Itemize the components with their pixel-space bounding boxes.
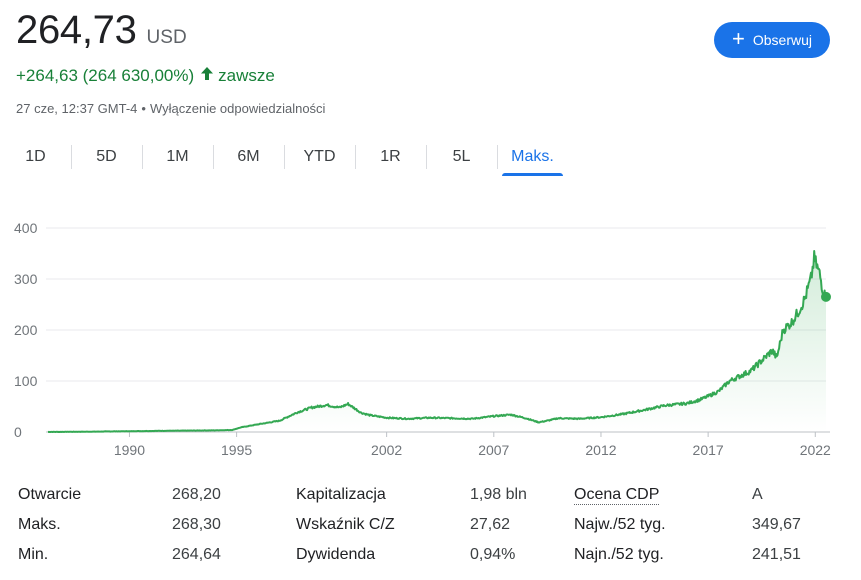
stat-value-52w-high: 349,67 <box>752 516 801 533</box>
stat-label-cdp-score[interactable]: Ocena CDP <box>574 486 660 505</box>
tab-max[interactable]: Maks. <box>497 142 568 176</box>
stat-value-pe-ratio: 27,62 <box>470 516 511 533</box>
stat-value-open: 268,20 <box>172 486 221 503</box>
currency-label: USD <box>146 27 187 48</box>
x-tick-label: 1995 <box>221 442 252 458</box>
tab-1d[interactable]: 1D <box>0 142 71 172</box>
stat-value-52w-low: 241,51 <box>752 546 801 563</box>
stats-row: Maks. 268,30 Wskaźnik C/Z 27,62 Najw./52… <box>18 516 838 540</box>
quote-meta: 27 cze, 12:37 GMT-4 • Wyłączenie odpowie… <box>16 101 325 116</box>
stat-label-pe-ratio: Wskaźnik C/Z <box>296 516 395 533</box>
stats-row: Min. 264,64 Dywidenda 0,94% Najn./52 tyg… <box>18 546 838 570</box>
y-tick-label: 400 <box>14 220 38 236</box>
x-tick-label: 2012 <box>585 442 616 458</box>
stat-value-cdp-score: A <box>752 486 763 503</box>
change-period: zawsze <box>218 66 275 85</box>
x-tick-label: 2022 <box>800 442 831 458</box>
series-line <box>47 250 827 433</box>
tab-1m[interactable]: 1M <box>142 142 213 172</box>
tab-1r[interactable]: 1R <box>355 142 426 172</box>
tab-6m[interactable]: 6M <box>213 142 284 172</box>
plus-icon: + <box>732 26 745 51</box>
follow-button[interactable]: + Obserwuj <box>714 22 830 58</box>
x-tick-label: 2017 <box>693 442 724 458</box>
stat-value-dividend: 0,94% <box>470 546 516 563</box>
series-area-fill <box>48 251 826 432</box>
price-header: 264,73 USD <box>16 8 187 53</box>
stat-label-dividend: Dywidenda <box>296 546 376 563</box>
stat-label-high: Maks. <box>18 516 61 533</box>
stat-label-52w-high: Najw./52 tyg. <box>574 516 666 533</box>
tab-label: YTD <box>303 148 336 165</box>
y-tick-label: 300 <box>14 271 38 287</box>
y-tick-label: 100 <box>14 373 38 389</box>
stat-label-open: Otwarcie <box>18 486 82 503</box>
tab-label: 1R <box>380 148 401 165</box>
change-value: +264,63 (264 630,00%) <box>16 66 195 85</box>
y-tick-label: 200 <box>14 322 38 338</box>
tab-label: 5D <box>96 148 117 165</box>
follow-button-label: Obserwuj <box>752 32 812 48</box>
current-price-dot <box>821 291 831 302</box>
stat-value-high: 268,30 <box>172 516 221 533</box>
tab-ytd[interactable]: YTD <box>284 142 355 172</box>
arrow-up-icon <box>200 66 214 86</box>
range-tabs: 1D 5D 1M 6M YTD 1R 5L Maks. <box>0 142 568 176</box>
tab-label: 1M <box>166 148 189 165</box>
current-price: 264,73 <box>16 8 137 52</box>
meta-separator: • <box>141 101 146 116</box>
x-tick-label: 2002 <box>371 442 402 458</box>
tab-5l[interactable]: 5L <box>426 142 497 172</box>
tab-label: Maks. <box>511 148 554 165</box>
stat-value-market-cap: 1,98 bln <box>470 486 527 503</box>
y-tick-label: 0 <box>14 424 22 440</box>
timestamp: 27 cze, 12:37 GMT-4 <box>16 101 138 116</box>
stat-value-low: 264,64 <box>172 546 221 563</box>
tab-5d[interactable]: 5D <box>71 142 142 172</box>
stats-row: Otwarcie 268,20 Kapitalizacja 1,98 bln O… <box>18 486 838 510</box>
stat-label-low: Min. <box>18 546 49 563</box>
tab-label: 1D <box>25 148 46 165</box>
x-tick-label: 2007 <box>478 442 509 458</box>
disclaimer-link[interactable]: Wyłączenie odpowiedzialności <box>149 101 326 116</box>
price-change: +264,63 (264 630,00%) zawsze <box>16 66 275 86</box>
x-tick-label: 1990 <box>114 442 145 458</box>
price-chart[interactable]: 0 100 200 300 400 1990 1995 2002 2007 2012 2017 202… <box>0 210 861 470</box>
stat-label-52w-low: Najn./52 tyg. <box>574 546 664 563</box>
tab-label: 5L <box>452 148 471 165</box>
stat-label-market-cap: Kapitalizacja <box>296 486 386 503</box>
tab-label: 6M <box>237 148 260 165</box>
